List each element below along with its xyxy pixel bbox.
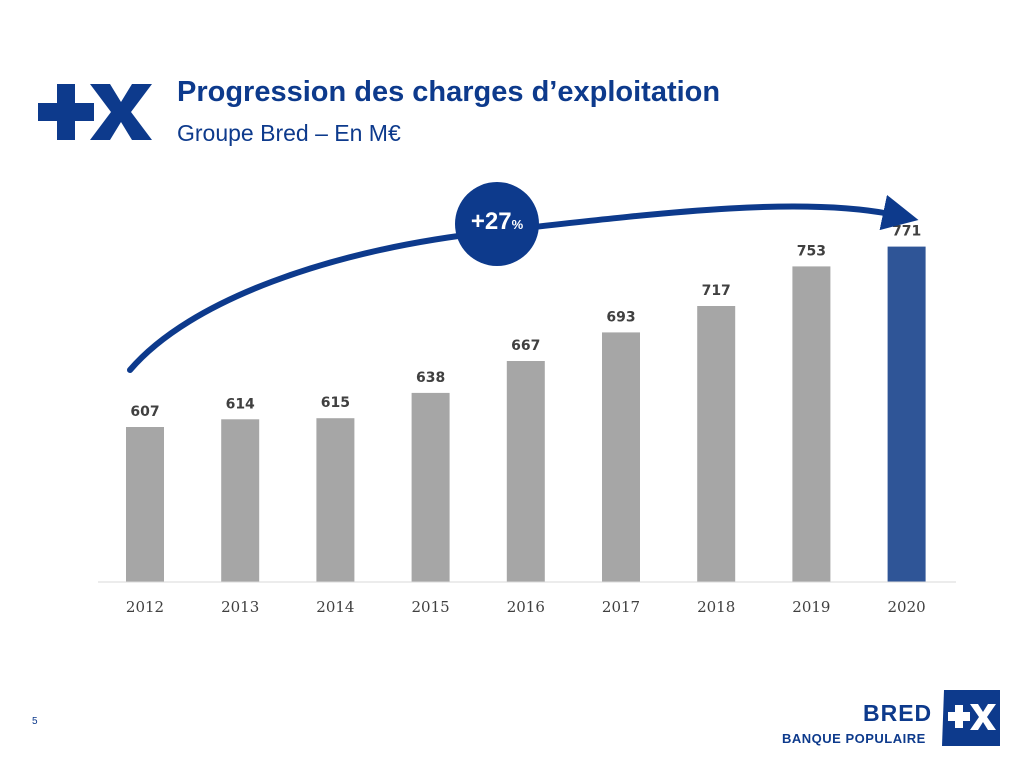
x-tick-label-2016: 2016 (507, 598, 545, 616)
x-axis-ticks: 2012 2013 2014 2015 2016 2017 2018 2019 2020 (126, 598, 926, 616)
x-tick-label-2017: 2017 (602, 598, 640, 616)
bars-layer: 607 614 615 638 667 693 717 753 771 (126, 224, 926, 582)
bar-2016 (506, 361, 545, 582)
x-tick-label-2013: 2013 (221, 598, 259, 616)
bar-value-label-2019: 753 (797, 243, 826, 259)
bar-2018 (697, 306, 736, 582)
growth-badge-circle (455, 182, 539, 266)
brand-logo: BRED BANQUE POPULAIRE (782, 690, 1000, 750)
x-tick-label-2015: 2015 (412, 598, 450, 616)
growth-badge-unit: % (512, 217, 524, 232)
bar-value-label-2014: 615 (321, 395, 350, 411)
slide-subtitle: Groupe Bred – En M€ (177, 120, 401, 146)
bar-2017 (602, 332, 640, 582)
bar-2013 (221, 419, 260, 582)
bar-value-label-2015: 638 (416, 370, 445, 386)
x-tick-label-2019: 2019 (792, 598, 830, 616)
x-tick-label-2018: 2018 (697, 598, 735, 616)
x-tick-label-2020: 2020 (888, 598, 926, 616)
svg-text:+27%: +27% (471, 208, 524, 235)
growth-badge-value: +27 (471, 208, 512, 235)
bar-value-label-2017: 693 (606, 309, 635, 325)
bar-value-label-2016: 667 (511, 338, 540, 354)
bar-value-label-2020: 771 (892, 224, 921, 240)
x-tick-label-2014: 2014 (316, 598, 354, 616)
brand-tagline: BANQUE POPULAIRE (782, 731, 926, 746)
page-number: 5 (32, 716, 38, 727)
plus-x-logo-icon (38, 84, 152, 140)
x-tick-label-2012: 2012 (126, 598, 164, 616)
bar-value-label-2013: 614 (226, 396, 255, 412)
bar-value-label-2012: 607 (130, 404, 159, 420)
growth-badge: +27% (455, 182, 539, 266)
bar-2020 (887, 246, 926, 582)
slide-title: Progression des charges d’exploitation (177, 76, 721, 108)
bar-2014 (316, 418, 355, 582)
brand-plus-x-icon (942, 690, 1000, 746)
bar-value-label-2018: 717 (702, 283, 731, 299)
bar-2012 (126, 427, 164, 582)
brand-name: BRED (863, 700, 933, 726)
bar-2019 (792, 266, 831, 582)
bar-2015 (411, 392, 450, 582)
